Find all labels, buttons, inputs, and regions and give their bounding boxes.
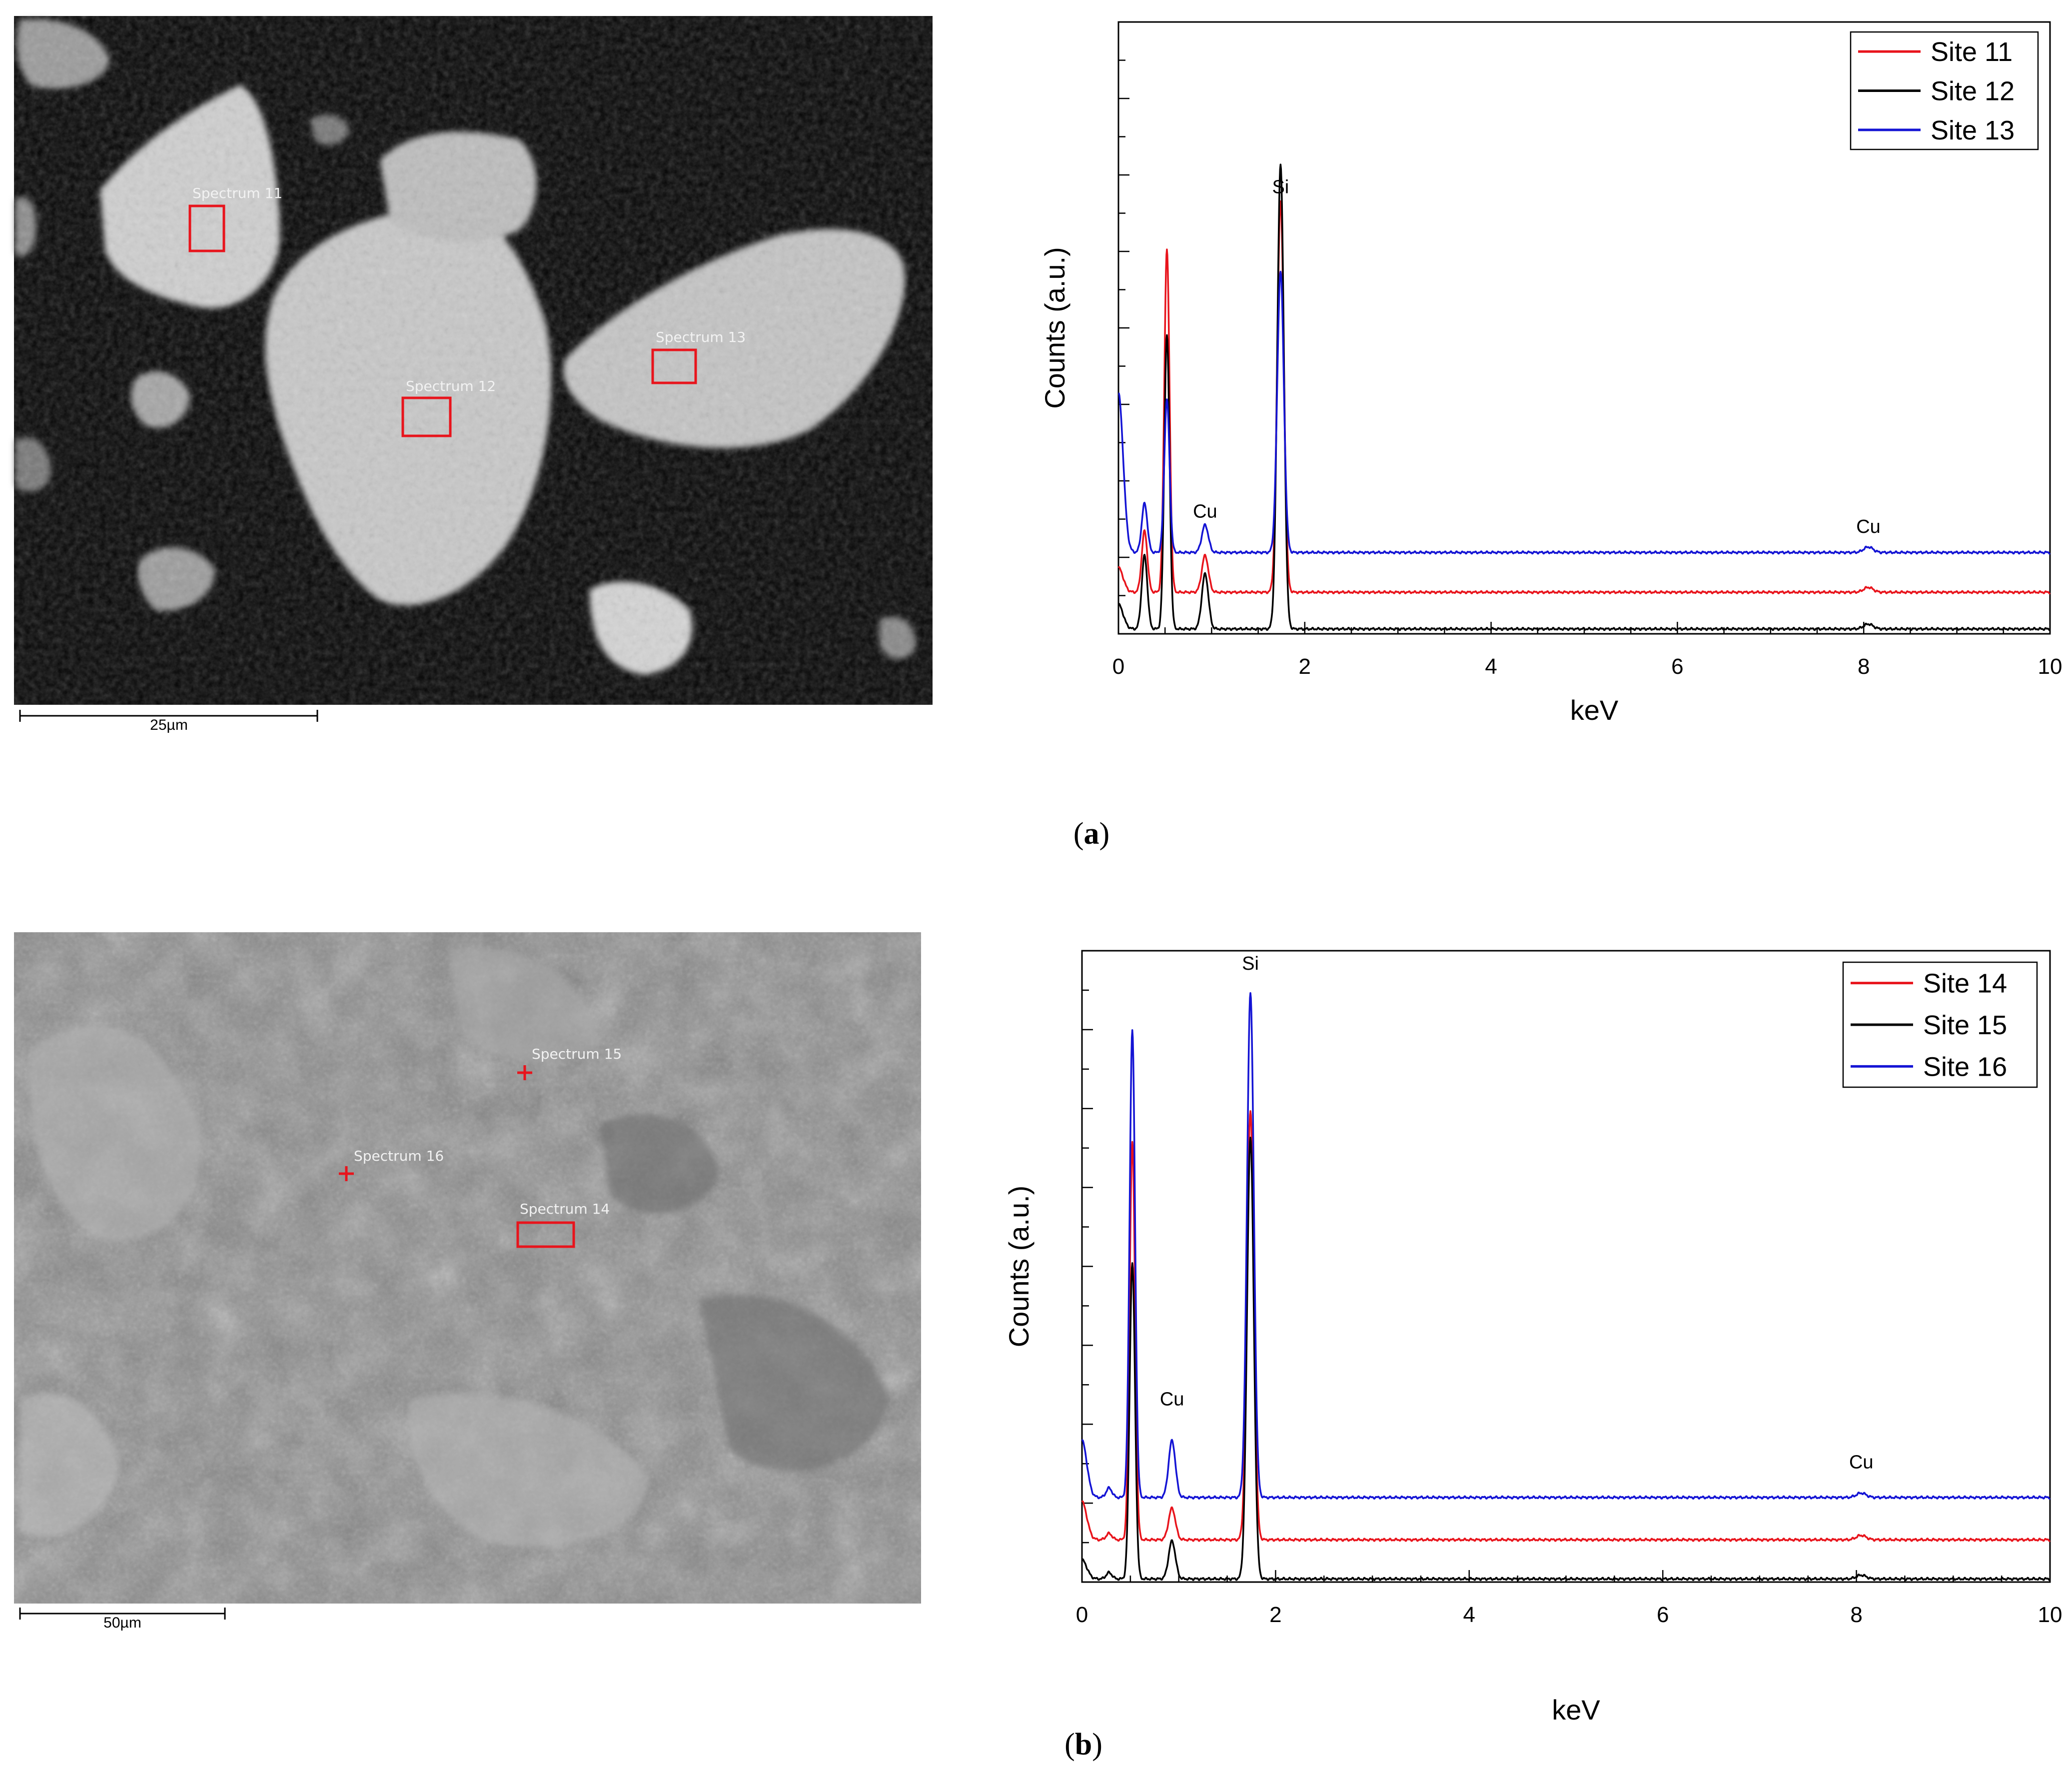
peak-annotation: Cu: [1193, 501, 1217, 522]
peak-annotation: Cu: [1849, 1452, 1874, 1473]
legend: Site 11 Site 12 Site 13: [1850, 31, 2039, 150]
x-tick-label: 10: [2038, 1603, 2063, 1627]
series-line-site-11: [1117, 200, 2051, 594]
peak-annotation: Cu: [1856, 516, 1881, 537]
sem-image-a: Spectrum 11 Spectrum 12 Spectrum 13 25µm: [14, 16, 933, 733]
series-line-site-13: [1118, 270, 2051, 555]
legend-entry: Site 16: [1923, 1052, 2007, 1082]
scale-bar-b-label: 50µm: [103, 1615, 141, 1631]
y-axis-label: Counts (a.u.): [1039, 247, 1070, 409]
series-line-site-16: [1081, 992, 2051, 1500]
peak-annotation: Cu: [1160, 1389, 1184, 1410]
spectrum-11-marker: Spectrum 11: [188, 185, 282, 252]
spectrum-16-label: Spectrum 16: [354, 1148, 444, 1164]
spectrum-15-marker: Spectrum 15: [517, 1046, 622, 1080]
x-tick-label: 8: [1850, 1603, 1862, 1627]
legend-entry: Site 13: [1931, 115, 2015, 145]
x-tick-label: 8: [1858, 654, 1870, 679]
panel-label-a: (a): [1073, 817, 1109, 851]
legend: Site 14 Site 15 Site 16: [1842, 961, 2038, 1088]
peak-annotation: Si: [1272, 177, 1289, 198]
legend-entry: Site 11: [1931, 37, 2013, 67]
scale-bar-a: 25µm: [19, 710, 318, 733]
spectrum-14-marker: Spectrum 14: [516, 1201, 610, 1248]
legend-entry: Site 15: [1923, 1010, 2007, 1040]
sem-texture-a: [14, 16, 933, 705]
spectrum-12-marker: Spectrum 12: [401, 378, 496, 437]
x-tick-label: 0: [1112, 654, 1124, 679]
y-axis-label: Counts (a.u.): [1003, 1186, 1035, 1348]
x-tick-label: 4: [1463, 1603, 1475, 1627]
peak-annotation: Si: [1242, 953, 1259, 974]
panel-label-b: (b): [1064, 1728, 1102, 1762]
x-axis-label: keV: [1552, 1694, 1600, 1726]
series-line-site-12: [1117, 163, 2051, 631]
legend-entry: Site 14: [1923, 969, 2007, 999]
spectrum-15-label: Spectrum 15: [532, 1046, 622, 1062]
x-tick-label: 0: [1076, 1603, 1088, 1627]
scale-bar-a-label: 25µm: [150, 717, 188, 733]
x-tick-label: 4: [1485, 654, 1497, 679]
scale-bar-b: 50µm: [19, 1608, 226, 1631]
spectrum-14-label: Spectrum 14: [520, 1201, 610, 1217]
spectrum-13-marker: Spectrum 13: [651, 329, 746, 384]
sem-image-b: Spectrum 15 Spectrum 16 Spectrum 14 50µm: [14, 932, 921, 1631]
x-axis-label: keV: [1570, 694, 1619, 726]
series-line-site-15: [1081, 1137, 2051, 1581]
spectrum-13-label: Spectrum 13: [656, 329, 746, 345]
x-tick-label: 10: [2038, 654, 2063, 679]
x-tick-label: 6: [1671, 654, 1683, 679]
spectrum-16-marker: Spectrum 16: [339, 1148, 444, 1181]
x-tick-label: 2: [1299, 654, 1311, 679]
legend-entry: Site 12: [1931, 76, 2015, 106]
x-tick-label: 6: [1657, 1603, 1669, 1627]
x-tick-label: 2: [1269, 1603, 1281, 1627]
spectrum-11-label: Spectrum 11: [192, 185, 282, 201]
spectrum-12-label: Spectrum 12: [406, 378, 496, 394]
series-line-site-14: [1081, 1110, 2051, 1542]
surface-features-b: [20, 948, 890, 1547]
